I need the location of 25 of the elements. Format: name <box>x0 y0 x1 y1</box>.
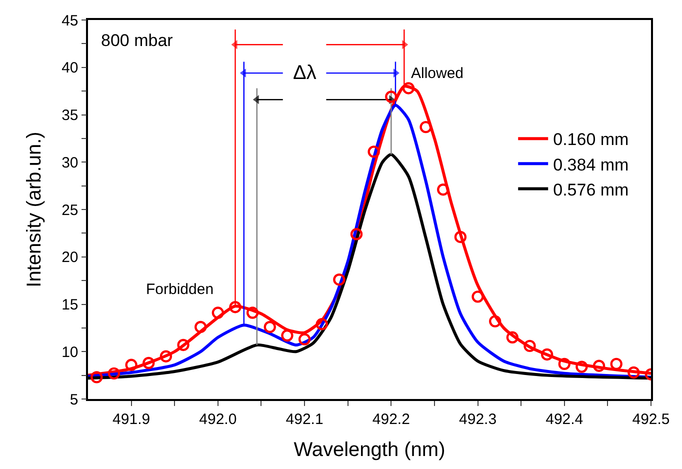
x-tick-label: 492.2 <box>372 410 410 428</box>
y-tick-label: 25 <box>62 202 78 219</box>
y-axis-title: Intensity (arb.un.) <box>24 132 46 288</box>
y-tick-label: 30 <box>62 154 78 172</box>
y-tick-label: 35 <box>62 107 78 124</box>
annotation: 800 mbar <box>101 31 174 50</box>
annotation: Allowed <box>411 65 464 82</box>
annotation: Δλ <box>293 62 316 84</box>
y-tick-label: 20 <box>62 249 78 266</box>
x-tick-label: 492.0 <box>199 410 237 428</box>
x-tick-label: 491.9 <box>112 410 150 428</box>
x-tick-label: 492.3 <box>458 410 497 428</box>
y-tick-label: 15 <box>62 296 78 314</box>
x-axis-title: Wavelength (nm) <box>294 438 446 461</box>
y-tick-label: 45 <box>62 12 78 30</box>
y-tick-label: 10 <box>62 344 78 361</box>
y-tick-label: 5 <box>70 391 78 408</box>
x-tick-label: 492.4 <box>546 410 584 428</box>
y-tick-label: 40 <box>62 60 78 77</box>
legend-label: 0.384 mm <box>553 155 629 174</box>
x-tick-label: 492.5 <box>632 410 670 428</box>
annotation: Forbidden <box>146 281 214 298</box>
legend-label: 0.576 mm <box>553 180 629 200</box>
legend-label: 0.160 mm <box>553 130 629 150</box>
x-tick-label: 492.1 <box>286 410 324 428</box>
